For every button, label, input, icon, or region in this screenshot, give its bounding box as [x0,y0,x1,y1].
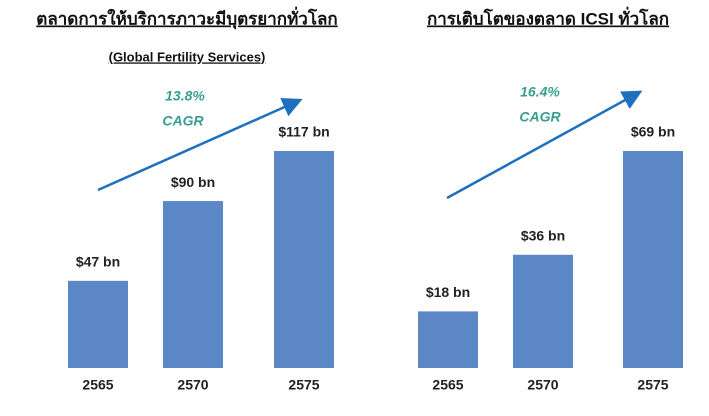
chart-title: การเติบโตของตลาด ICSI ทั่วโลก [427,6,669,28]
x-tick-label: 2575 [288,377,319,393]
x-tick-label: 2565 [82,377,113,393]
value-label: $117 bn [278,124,329,140]
trend-arrow [97,97,303,192]
bar [513,254,573,368]
value-label: $47 bn [76,254,120,270]
value-label: $36 bn [521,227,565,243]
chart-subtitle: (Global Fertility Services) [109,49,266,64]
bar [163,201,223,368]
bar [274,151,334,368]
annotation: CAGR [519,109,561,125]
x-tick-label: 2570 [527,377,558,393]
bar [418,311,478,368]
annotation: 16.4% [520,84,560,100]
annotation: 13.8% [165,88,205,104]
x-tick-label: 2565 [432,377,463,393]
annotation: CAGR [162,113,204,129]
bar [68,280,128,368]
value-label: $90 bn [171,174,215,190]
x-tick-label: 2570 [177,377,208,393]
value-label: $18 bn [426,284,470,300]
trend-arrow [446,90,643,200]
bar [623,151,683,368]
value-label: $69 bn [631,124,675,140]
x-tick-label: 2575 [637,377,668,393]
chart-title: ตลาดการให้บริการภาวะมีบุตรยากทั่วโลก [36,6,337,29]
